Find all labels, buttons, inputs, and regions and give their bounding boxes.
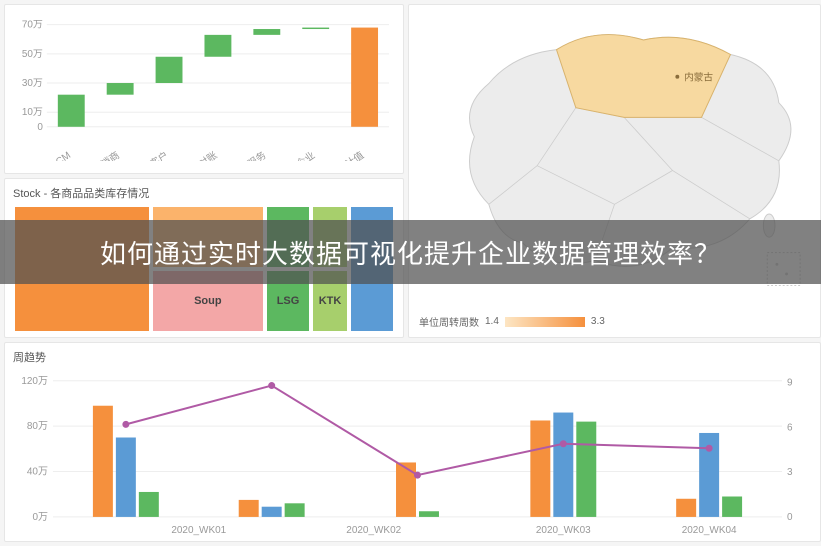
svg-text:国际合作对账: 国际合作对账 [163,148,219,161]
trend-bar[interactable] [676,499,696,517]
svg-text:0: 0 [787,512,793,523]
svg-text:累计值: 累计值 [334,148,366,161]
svg-text:9: 9 [787,378,793,389]
trend-bar[interactable] [530,420,550,516]
trend-bar[interactable] [93,406,113,517]
trend-title: 周趋势 [13,349,812,365]
trend-line-point[interactable] [268,382,275,389]
trend-bar[interactable] [419,511,439,517]
trend-bar[interactable] [576,422,596,517]
trend-line [126,386,709,476]
waterfall-chart: 010万30万50万70万国内合作OCM经销商关键客户/大客户国际合作对账电子服… [13,11,395,161]
waterfall-bar[interactable] [351,28,378,127]
trend-bar[interactable] [262,507,282,517]
trend-line-point[interactable] [706,445,713,452]
trend-bar[interactable] [139,492,159,517]
svg-text:120万: 120万 [21,376,48,387]
waterfall-bar[interactable] [107,83,134,95]
trend-panel: 周趋势 0万 40万 80万 120万 0 3 6 9 2020_WK01 2020_WK02 20… [4,342,821,542]
svg-text:50万: 50万 [22,49,43,60]
legend-min: 1.4 [485,316,499,327]
svg-text:40万: 40万 [27,467,48,478]
waterfall-bar[interactable] [156,57,183,83]
map-region-label: 内蒙古 [684,72,713,84]
waterfall-bar[interactable] [204,35,231,57]
trend-line-point[interactable] [122,421,129,428]
trend-chart: 0万 40万 80万 120万 0 3 6 9 2020_WK01 2020_WK02 2020_W… [13,369,812,539]
trend-bar[interactable] [396,462,416,516]
trend-bar[interactable] [116,438,136,517]
svg-text:6: 6 [787,422,793,433]
legend-max: 3.3 [591,316,605,327]
svg-text:0万: 0万 [32,512,48,523]
waterfall-bar[interactable] [58,95,85,127]
svg-text:0: 0 [37,122,43,133]
trend-bar[interactable] [553,413,573,517]
legend-gradient [505,317,585,327]
trend-bar[interactable] [722,496,742,516]
trend-bar[interactable] [285,503,305,517]
svg-text:国内合作OCM: 国内合作OCM [14,148,73,161]
svg-text:2020_WK02: 2020_WK02 [346,525,401,536]
svg-text:70万: 70万 [22,20,43,31]
svg-text:2020_WK01: 2020_WK01 [171,525,226,536]
svg-text:2020_WK03: 2020_WK03 [536,525,591,536]
svg-text:经销商: 经销商 [90,148,122,161]
legend-label: 单位周转周数 [419,314,479,329]
overlay-text: 如何通过实时大数据可视化提升企业数据管理效率？ [100,234,721,271]
trend-bar[interactable] [239,500,259,517]
waterfall-panel: 010万30万50万70万国内合作OCM经销商关键客户/大客户国际合作对账电子服… [4,4,404,174]
svg-text:30万: 30万 [22,78,43,89]
map-panel: 内蒙古 单位周转周数 1.4 3.3 [408,4,821,338]
stock-title: Stock - 各商品品类库存情况 [13,185,395,201]
trend-line-point[interactable] [560,440,567,447]
svg-text:80万: 80万 [27,421,48,432]
map-marker [675,75,679,79]
overlay-banner: 如何通过实时大数据可视化提升企业数据管理效率？ [0,220,821,284]
svg-text:3: 3 [787,467,793,478]
svg-text:食品加工企业: 食品加工企业 [261,148,317,161]
map-legend: 单位周转周数 1.4 3.3 [419,314,605,329]
waterfall-bar[interactable] [302,28,329,29]
svg-text:10万: 10万 [22,107,43,118]
trend-line-point[interactable] [414,472,421,479]
svg-text:2020_WK04: 2020_WK04 [682,525,737,536]
waterfall-bar[interactable] [253,29,280,35]
svg-text:电子服务: 电子服务 [229,148,269,161]
